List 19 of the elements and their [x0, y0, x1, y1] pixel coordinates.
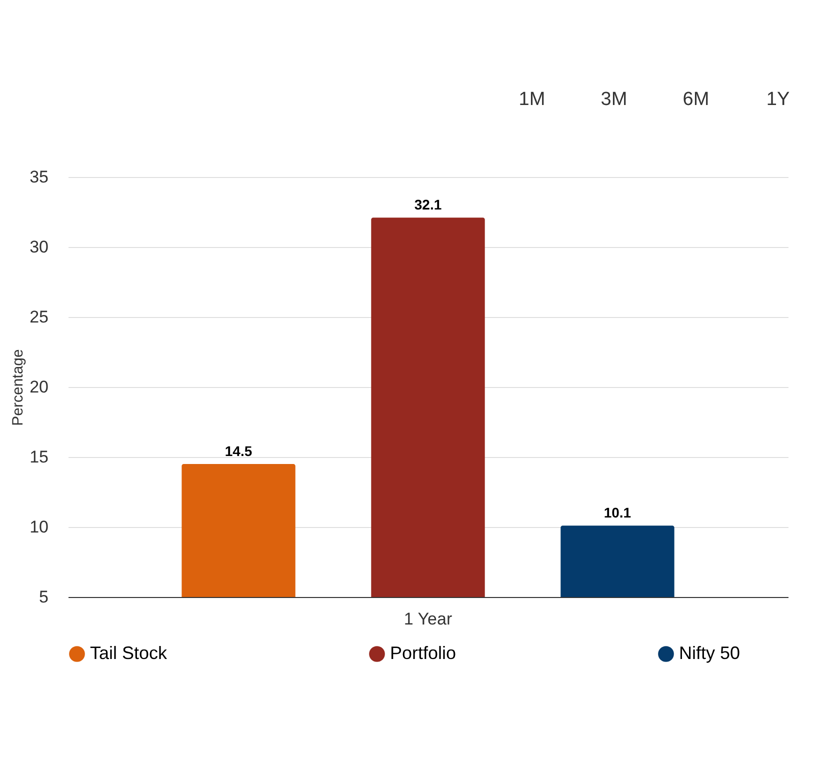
y-axis-title: Percentage [10, 349, 27, 426]
y-tick-label: 15 [30, 448, 48, 466]
text: 6M [682, 89, 710, 110]
text: 1M [518, 89, 546, 110]
y-tick-label: 20 [30, 378, 48, 396]
y-tick-label: 5 [39, 588, 48, 606]
text: 1Y [766, 89, 790, 110]
y-tick-label: 30 [30, 238, 48, 256]
text: 3M [600, 89, 628, 110]
x-tick-label: 1 Year [404, 610, 452, 628]
data-label: 10.1 [604, 504, 632, 521]
data-label: 14.5 [224, 443, 252, 459]
y-tick-label: 25 [30, 308, 48, 326]
y-tick-label: 35 [30, 168, 48, 186]
legend-label: Nifty 50 [679, 643, 740, 663]
legend-label: Portfolio [390, 643, 456, 663]
data-label: 32.1 [414, 196, 442, 213]
legend-label: Tail Stock [90, 643, 168, 663]
y-tick-label: 10 [30, 518, 48, 536]
